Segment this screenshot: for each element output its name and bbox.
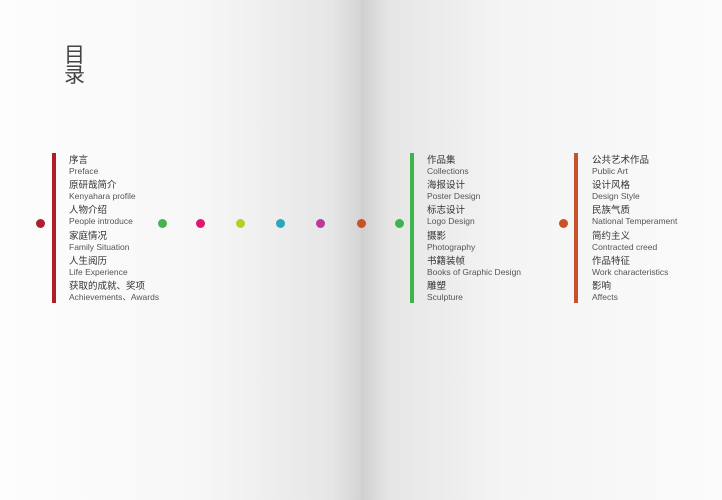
toc-item-zh: 人生阅历 xyxy=(69,255,108,267)
toc-item[interactable]: 简约主义 Contracted creed xyxy=(592,231,677,256)
toc-item[interactable]: 人生阅历 Life Experience xyxy=(69,256,159,281)
toc-item[interactable]: 作品特征 Work characteristics xyxy=(592,256,677,281)
toc-item-zh: 作品集 xyxy=(427,155,456,166)
toc-item-en: Life Experience xyxy=(69,266,128,277)
toc-item[interactable]: 书籍装帧 Books of Graphic Design xyxy=(427,256,521,281)
toc-item-en: Design Style xyxy=(592,191,640,202)
toc-item-en: Preface xyxy=(69,166,99,176)
right-page xyxy=(361,0,722,500)
toc-item[interactable]: 家庭情况 Family Situation xyxy=(69,231,159,256)
timeline-dot xyxy=(316,219,325,228)
toc-item-en: Kenyahara profile xyxy=(69,191,136,202)
toc-item-zh: 设计风格 xyxy=(592,180,631,192)
toc-item-en: Photography xyxy=(427,241,476,252)
toc-item-zh: 人物介绍 xyxy=(69,205,108,217)
toc-item[interactable]: 海报设计 Poster Design xyxy=(427,180,521,205)
toc-section: 作品集 Collections 海报设计 Poster Design 标志设计 Logo … xyxy=(427,155,521,306)
toc-item-zh: 序言 xyxy=(69,155,89,166)
toc-item-en: Achievements、Awards xyxy=(69,291,160,302)
timeline-dot xyxy=(395,219,404,228)
timeline-dot xyxy=(559,219,568,228)
toc-item[interactable]: 民族气质 National Temperament xyxy=(592,205,677,230)
timeline-dot xyxy=(236,219,245,228)
toc-item[interactable]: 作品集 Collections xyxy=(427,155,521,180)
toc-item-zh: 摄影 xyxy=(427,230,447,242)
toc-item-en: Work characteristics xyxy=(592,266,669,277)
timeline-dot xyxy=(196,219,205,228)
toc-item-zh: 海报设计 xyxy=(427,180,466,192)
left-page xyxy=(0,0,361,500)
toc-item[interactable]: 影响 Affects xyxy=(592,281,677,306)
page-title: 目录 xyxy=(64,44,85,87)
toc-item-en: Contracted creed xyxy=(592,241,658,252)
toc-item-zh: 简约主义 xyxy=(592,230,631,242)
toc-item[interactable]: 人物介绍 People introduce xyxy=(69,205,159,230)
toc-item-en: National Temperament xyxy=(592,216,678,227)
toc-item-en: Sculpture xyxy=(427,291,463,302)
timeline-dot xyxy=(158,219,167,228)
toc-item-en: Collections xyxy=(427,166,469,176)
toc-item[interactable]: 摄影 Photography xyxy=(427,231,521,256)
toc-item-en: People introduce xyxy=(69,216,133,227)
toc-item-zh: 作品特征 xyxy=(592,255,631,267)
toc-item[interactable]: 获取的成就、奖项 Achievements、Awards xyxy=(69,281,159,306)
toc-item-zh: 影响 xyxy=(592,280,612,292)
toc-item[interactable]: 标志设计 Logo Design xyxy=(427,205,521,230)
toc-item-zh: 民族气质 xyxy=(592,205,631,217)
toc-item[interactable]: 雕塑 Sculpture xyxy=(427,281,521,306)
toc-item-en: Public Art xyxy=(592,166,628,176)
toc-item[interactable]: 设计风格 Design Style xyxy=(592,180,677,205)
toc-item-zh: 原研哉简介 xyxy=(69,180,117,192)
toc-item-en: Logo Design xyxy=(427,216,475,227)
toc-item-zh: 家庭情况 xyxy=(69,230,108,242)
toc-item-en: Books of Graphic Design xyxy=(427,266,522,277)
toc-item-zh: 雕塑 xyxy=(427,280,447,292)
toc-item-en: Poster Design xyxy=(427,191,481,202)
toc-item[interactable]: 原研哉简介 Kenyahara profile xyxy=(69,180,159,205)
timeline-dot xyxy=(276,219,285,228)
timeline-dot xyxy=(36,219,45,228)
toc-item-zh: 获取的成就、奖项 xyxy=(69,280,146,292)
toc-item[interactable]: 序言 Preface xyxy=(69,155,159,180)
section-bar xyxy=(574,153,578,303)
toc-section: 公共艺术作品 Public Art 设计风格 Design Style 民族气质 Nati… xyxy=(592,155,677,306)
toc-item-en: Family Situation xyxy=(69,241,130,252)
toc-item-zh: 公共艺术作品 xyxy=(592,155,650,166)
section-bar xyxy=(410,153,414,303)
toc-item-zh: 标志设计 xyxy=(427,205,466,217)
toc-section: 序言 Preface 原研哉简介 Kenyahara profile 人物介绍 Peopl… xyxy=(69,155,159,306)
section-bar xyxy=(52,153,56,303)
toc-item[interactable]: 公共艺术作品 Public Art xyxy=(592,155,677,180)
timeline-dot xyxy=(357,219,366,228)
toc-item-zh: 书籍装帧 xyxy=(427,255,466,267)
toc-item-en: Affects xyxy=(592,291,618,302)
